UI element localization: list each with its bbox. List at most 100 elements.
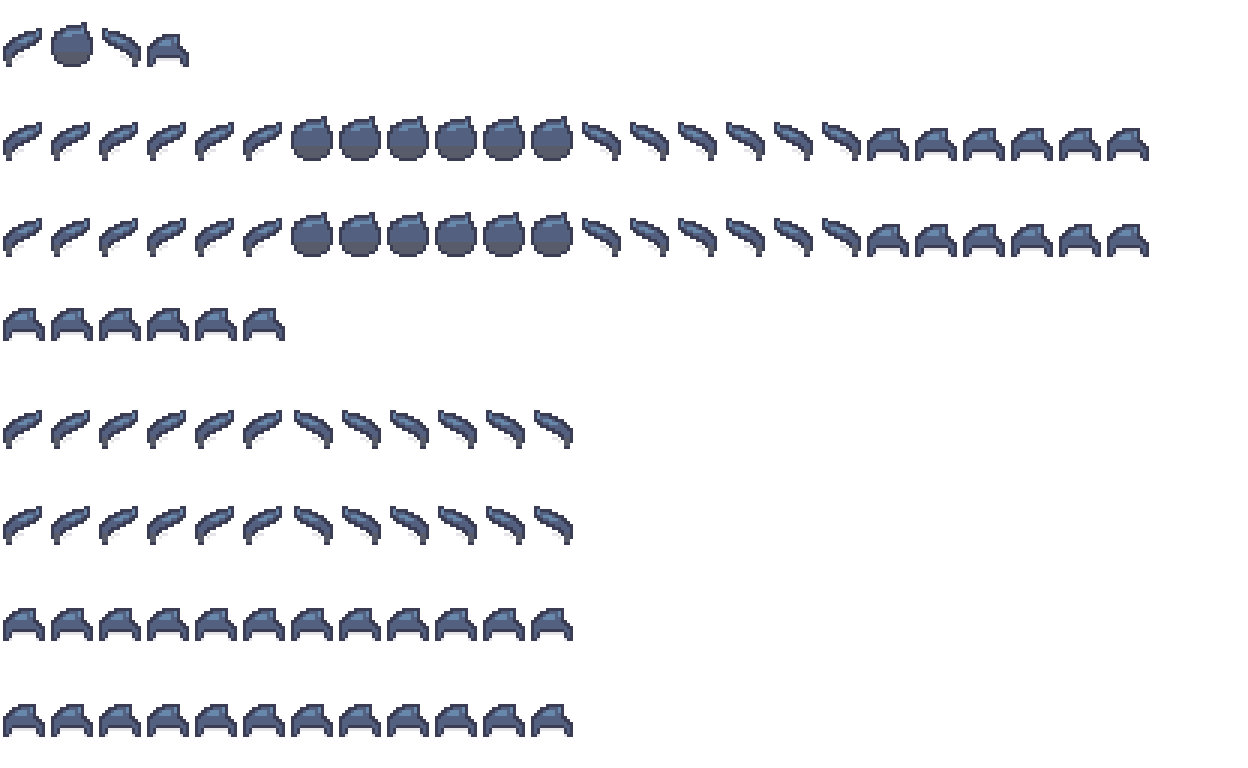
round-creature-icon — [531, 212, 573, 260]
round-creature-icon — [51, 22, 93, 70]
tilt-left-creature-icon — [147, 218, 189, 260]
tilt-right-creature-icon — [435, 506, 477, 548]
tilt-left-creature-icon — [51, 410, 93, 452]
arch-creature-icon — [99, 704, 141, 737]
tilt-left-creature-icon — [195, 122, 237, 164]
tilt-right-creature-icon — [579, 218, 621, 260]
tilt-left-creature-icon — [195, 506, 237, 548]
round-creature-icon — [387, 116, 429, 164]
arch-creature-icon — [195, 704, 237, 737]
arch-creature-icon — [99, 308, 141, 341]
arch-creature-icon — [339, 704, 381, 737]
tilt-left-creature-icon — [243, 410, 285, 452]
tilt-left-creature-icon — [99, 218, 141, 260]
tilt-left-creature-icon — [99, 122, 141, 164]
arch-creature-icon — [915, 224, 957, 257]
tilt-right-creature-icon — [291, 506, 333, 548]
arch-creature-icon — [3, 608, 45, 641]
tilt-left-creature-icon — [3, 28, 45, 70]
tilt-left-creature-icon — [51, 218, 93, 260]
arch-creature-icon — [195, 608, 237, 641]
round-creature-icon — [435, 212, 477, 260]
round-creature-icon — [291, 116, 333, 164]
tilt-left-creature-icon — [147, 506, 189, 548]
arch-creature-icon — [387, 704, 429, 737]
tilt-left-creature-icon — [147, 410, 189, 452]
arch-creature-icon — [1107, 128, 1149, 161]
arch-creature-icon — [867, 128, 909, 161]
arch-creature-icon — [1059, 224, 1101, 257]
round-creature-icon — [339, 212, 381, 260]
tilt-left-creature-icon — [147, 122, 189, 164]
tilt-right-creature-icon — [387, 410, 429, 452]
tilt-left-creature-icon — [51, 122, 93, 164]
tilt-right-creature-icon — [483, 506, 525, 548]
tilt-right-creature-icon — [675, 122, 717, 164]
arch-creature-icon — [195, 308, 237, 341]
arch-creature-icon — [1011, 224, 1053, 257]
tilt-right-creature-icon — [339, 506, 381, 548]
tilt-left-creature-icon — [99, 410, 141, 452]
tilt-left-creature-icon — [3, 506, 45, 548]
tilt-right-creature-icon — [531, 410, 573, 452]
tilt-right-creature-icon — [483, 410, 525, 452]
arch-creature-icon — [243, 704, 285, 737]
arch-creature-icon — [339, 608, 381, 641]
arch-creature-icon — [291, 704, 333, 737]
tilt-left-creature-icon — [195, 410, 237, 452]
arch-creature-icon — [531, 608, 573, 641]
arch-creature-icon — [243, 608, 285, 641]
arch-creature-icon — [867, 224, 909, 257]
arch-creature-icon — [243, 308, 285, 341]
tilt-right-creature-icon — [675, 218, 717, 260]
tilt-right-creature-icon — [531, 506, 573, 548]
tilt-right-creature-icon — [723, 218, 765, 260]
arch-creature-icon — [435, 704, 477, 737]
tilt-right-creature-icon — [819, 122, 861, 164]
tilt-left-creature-icon — [3, 122, 45, 164]
arch-creature-icon — [147, 34, 189, 67]
round-creature-icon — [291, 212, 333, 260]
arch-creature-icon — [483, 608, 525, 641]
arch-creature-icon — [963, 224, 1005, 257]
tilt-right-creature-icon — [819, 218, 861, 260]
arch-creature-icon — [1011, 128, 1053, 161]
arch-creature-icon — [51, 608, 93, 641]
arch-creature-icon — [51, 704, 93, 737]
round-creature-icon — [339, 116, 381, 164]
arch-creature-icon — [963, 128, 1005, 161]
tilt-right-creature-icon — [723, 122, 765, 164]
tilt-right-creature-icon — [579, 122, 621, 164]
round-creature-icon — [483, 116, 525, 164]
tilt-right-creature-icon — [435, 410, 477, 452]
arch-creature-icon — [147, 608, 189, 641]
arch-creature-icon — [483, 704, 525, 737]
arch-creature-icon — [147, 308, 189, 341]
arch-creature-icon — [915, 128, 957, 161]
tilt-left-creature-icon — [243, 506, 285, 548]
tilt-right-creature-icon — [771, 122, 813, 164]
tilt-left-creature-icon — [3, 410, 45, 452]
round-creature-icon — [387, 212, 429, 260]
round-creature-icon — [435, 116, 477, 164]
arch-creature-icon — [291, 608, 333, 641]
tilt-right-creature-icon — [627, 218, 669, 260]
arch-creature-icon — [387, 608, 429, 641]
arch-creature-icon — [1059, 128, 1101, 161]
tilt-right-creature-icon — [291, 410, 333, 452]
arch-creature-icon — [1107, 224, 1149, 257]
arch-creature-icon — [3, 308, 45, 341]
tilt-left-creature-icon — [51, 506, 93, 548]
tilt-left-creature-icon — [243, 122, 285, 164]
tilt-right-creature-icon — [339, 410, 381, 452]
tilt-right-creature-icon — [387, 506, 429, 548]
tilt-left-creature-icon — [195, 218, 237, 260]
arch-creature-icon — [51, 308, 93, 341]
tilt-right-creature-icon — [99, 28, 141, 70]
round-creature-icon — [483, 212, 525, 260]
tilt-left-creature-icon — [99, 506, 141, 548]
round-creature-icon — [531, 116, 573, 164]
arch-creature-icon — [99, 608, 141, 641]
arch-creature-icon — [3, 704, 45, 737]
tilt-right-creature-icon — [627, 122, 669, 164]
